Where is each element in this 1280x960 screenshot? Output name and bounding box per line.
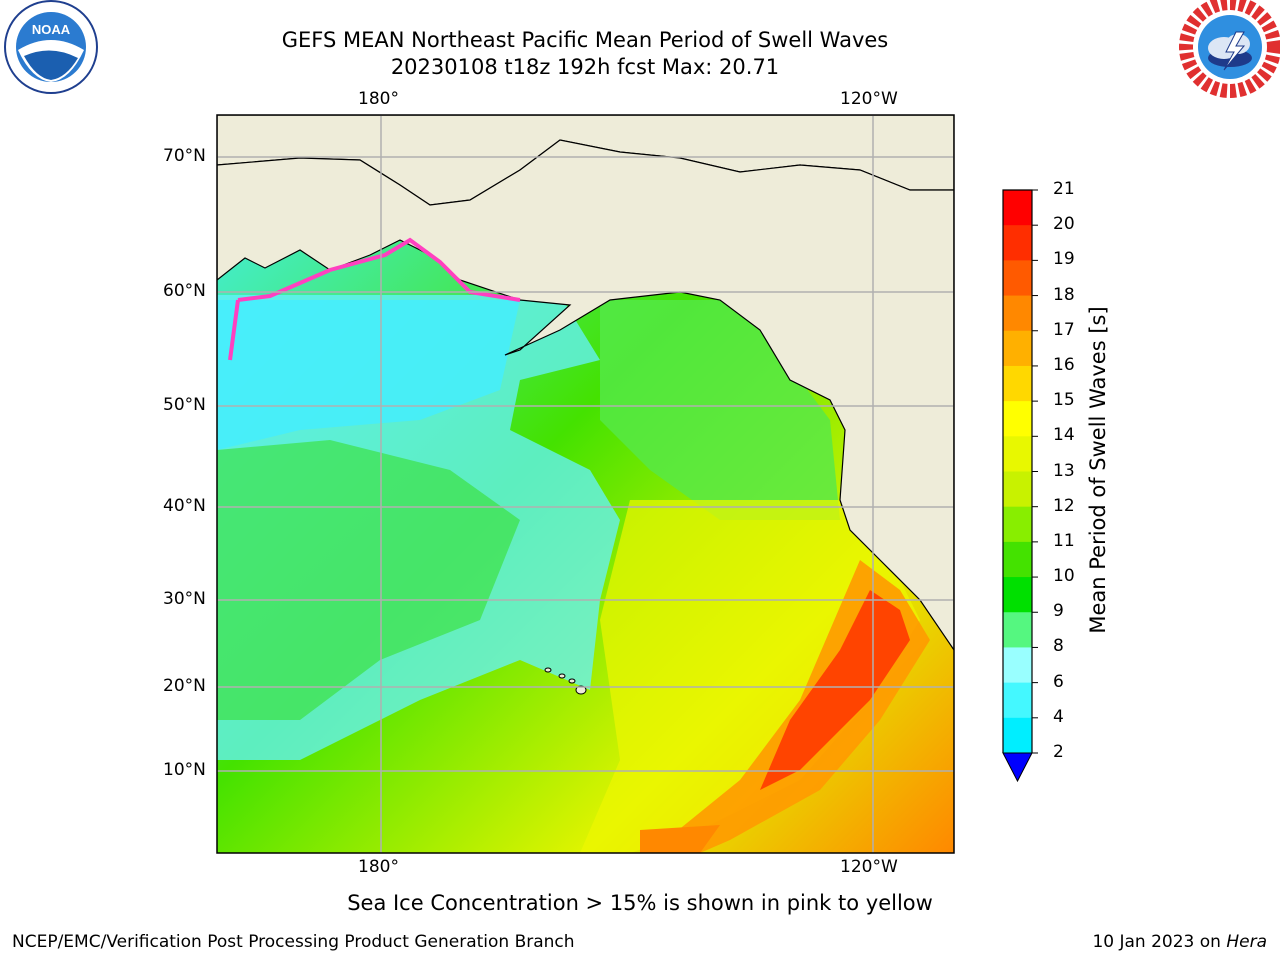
colorbar-segment (1003, 365, 1032, 402)
colorbar-tick-label: 11 (1053, 530, 1075, 551)
chart-title: GEFS MEAN Northeast Pacific Mean Period … (281, 28, 889, 52)
colorbar-tick-label: 15 (1053, 390, 1075, 411)
colorbar (1002, 189, 1038, 783)
swell-period-map (216, 114, 955, 854)
lat-label-20n: 20°N (163, 676, 206, 696)
noaa-logo: NOAA (4, 0, 98, 94)
colorbar-tick-label: 2 (1053, 742, 1064, 762)
colorbar-segment (1003, 330, 1032, 367)
colorbar-segment (1003, 577, 1032, 613)
colorbar-segment (1003, 647, 1032, 684)
svg-text:NOAA: NOAA (32, 22, 71, 37)
gridlines (217, 115, 954, 853)
colorbar-segment (1003, 682, 1032, 719)
colorbar-tick-label: 17 (1053, 319, 1075, 340)
colorbar-tick-label: 16 (1053, 354, 1075, 375)
colorbar-tick-label: 10 (1053, 566, 1075, 587)
lon-label-bottom-180: 180° (358, 857, 399, 877)
colorbar-segment (1003, 506, 1032, 543)
lon-label-top-120w: 120°W (840, 89, 898, 109)
map-frame (216, 114, 955, 854)
lat-label-30n: 30°N (163, 589, 206, 609)
colorbar-segment (1003, 612, 1032, 648)
colorbar-under-arrow (1002, 752, 1033, 783)
colorbar-segment (1003, 541, 1032, 578)
hawaii-islands (544, 667, 587, 695)
lat-label-10n: 10°N (163, 760, 206, 780)
lat-label-70n: 70°N (163, 146, 206, 166)
generation-date: 10 Jan 2023 on Hera (1092, 932, 1267, 952)
producer-credit: NCEP/EMC/Verification Post Processing Pr… (12, 932, 575, 952)
colorbar-tick-label: 9 (1053, 601, 1064, 622)
colorbar-tick-label: 8 (1053, 636, 1064, 657)
colorbar-tick-label: 12 (1053, 495, 1075, 516)
colorbar-segment (1003, 225, 1032, 261)
host-name: Hera (1226, 932, 1267, 952)
colorbar-tick-label: 13 (1053, 460, 1075, 481)
colorbar-tick-label: 20 (1053, 214, 1075, 235)
colorbar-segment (1003, 436, 1032, 472)
lat-label-50n: 50°N (163, 395, 206, 415)
colorbar-tick-label: 14 (1053, 425, 1075, 446)
colorbar-segment (1003, 401, 1032, 437)
lon-label-top-180: 180° (358, 89, 399, 109)
colorbar-tick-label: 21 (1053, 179, 1075, 199)
lat-label-60n: 60°N (163, 281, 206, 301)
colorbar-tick-label: 19 (1053, 249, 1075, 270)
colorbar-tick-label: 18 (1053, 284, 1075, 305)
colorbar-segment (1003, 190, 1032, 226)
colorbar-tick-label: 4 (1053, 706, 1064, 727)
colorbar-segment (1003, 260, 1032, 297)
nws-logo (1179, 0, 1280, 98)
colorbar-segment (1003, 471, 1032, 508)
sea-ice-footnote: Sea Ice Concentration > 15% is shown in … (347, 891, 933, 915)
lon-label-bottom-120w: 120°W (840, 857, 898, 877)
chart-subtitle: 20230108 t18z 192h fcst Max: 20.71 (390, 55, 780, 79)
colorbar-tick-label: 6 (1053, 671, 1064, 692)
date-text: 10 Jan 2023 on (1092, 932, 1221, 952)
colorbar-segment (1003, 295, 1032, 332)
lat-label-40n: 40°N (163, 496, 206, 516)
colorbar-segment (1003, 717, 1032, 754)
colorbar-title: Mean Period of Swell Waves [s] (1086, 306, 1110, 634)
